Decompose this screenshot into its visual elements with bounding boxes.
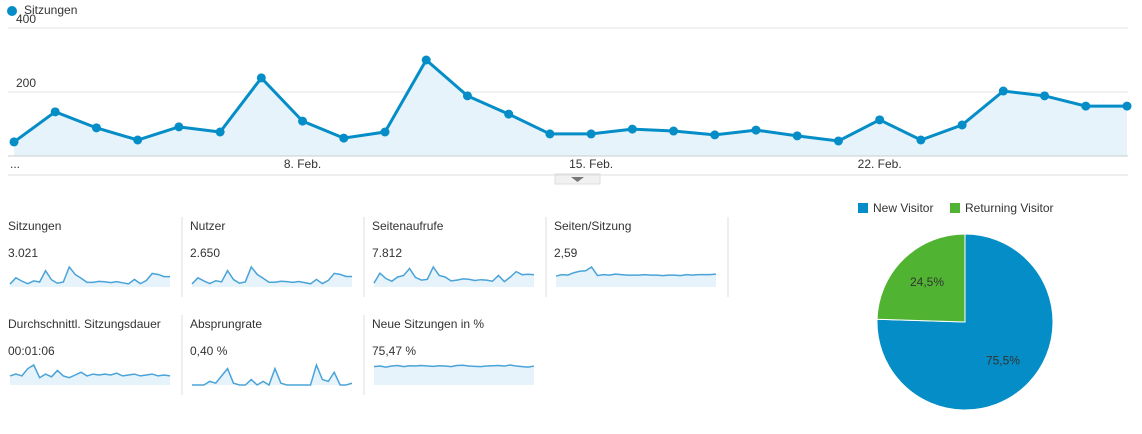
point (710, 130, 720, 140)
point (627, 124, 637, 134)
legend-swatch (858, 203, 868, 213)
metric-value: 2.650 (190, 246, 220, 260)
point (1081, 101, 1091, 111)
metric-value: 3.021 (8, 246, 38, 260)
point (669, 126, 679, 136)
metric-value: 2,59 (554, 246, 578, 260)
point (586, 129, 596, 139)
sparkline (192, 362, 353, 387)
point (339, 133, 349, 143)
point (174, 122, 184, 132)
point (9, 137, 19, 147)
legend-label: Sitzungen (24, 3, 77, 17)
point (792, 131, 802, 141)
point (256, 73, 266, 83)
sparkline (373, 364, 535, 368)
x-tick-label: 8. Feb. (284, 157, 321, 171)
point (957, 120, 967, 130)
metric-value: 0,40 % (190, 344, 228, 358)
point (133, 135, 143, 145)
y-tick-label: 200 (16, 76, 36, 90)
sparkline-area (556, 267, 716, 287)
metric-label: Sitzungen (8, 219, 61, 233)
metric-value: 00:01:06 (8, 344, 55, 358)
point (875, 115, 885, 125)
point (1040, 91, 1050, 101)
x-tick-label: 22. Feb. (858, 157, 902, 171)
metric-label: Neue Sitzungen in % (372, 317, 484, 331)
expand-arrow[interactable] (571, 177, 584, 182)
metric-value: 7.812 (372, 246, 402, 260)
point (833, 136, 843, 146)
sparkline-area (192, 267, 352, 287)
point (462, 91, 472, 101)
area (14, 60, 1127, 156)
sparkline-area (10, 267, 170, 287)
metric-label: Durchschnittl. Sitzungsdauer (8, 317, 161, 331)
metric-label: Seiten/Sitzung (554, 219, 631, 233)
legend-marker (7, 6, 17, 16)
metric-label: Nutzer (190, 219, 225, 233)
x-tick-label: ... (10, 157, 20, 171)
point (50, 107, 60, 117)
slice-label: 75,5% (986, 353, 1020, 367)
sparkline-area (374, 365, 534, 385)
point (751, 125, 761, 135)
sparkline (373, 265, 535, 284)
line (13, 57, 1127, 144)
point (504, 109, 514, 119)
sparkline (9, 265, 170, 285)
point (545, 129, 555, 139)
legend-label: New Visitor (873, 201, 933, 215)
sparkline-area (374, 267, 534, 287)
x-tick-label: 15. Feb. (569, 157, 613, 171)
sparkline (555, 265, 717, 277)
point (215, 127, 225, 137)
sparkline (9, 363, 171, 379)
metric-label: Seitenaufrufe (372, 219, 444, 233)
point (298, 116, 308, 126)
point (421, 55, 431, 65)
metric-value: 75,47 % (372, 344, 416, 358)
legend-label: Returning Visitor (965, 201, 1054, 215)
point (998, 86, 1008, 96)
y-tick-label: 400 (16, 12, 36, 26)
slice-label: 24,5% (910, 275, 944, 289)
pie-slice (876, 233, 966, 323)
legend-swatch (950, 203, 960, 213)
point (380, 127, 390, 137)
point (916, 135, 926, 145)
metric-label: Absprungrate (190, 317, 262, 331)
point (91, 123, 101, 133)
sparkline (191, 265, 352, 285)
point (1122, 101, 1132, 111)
